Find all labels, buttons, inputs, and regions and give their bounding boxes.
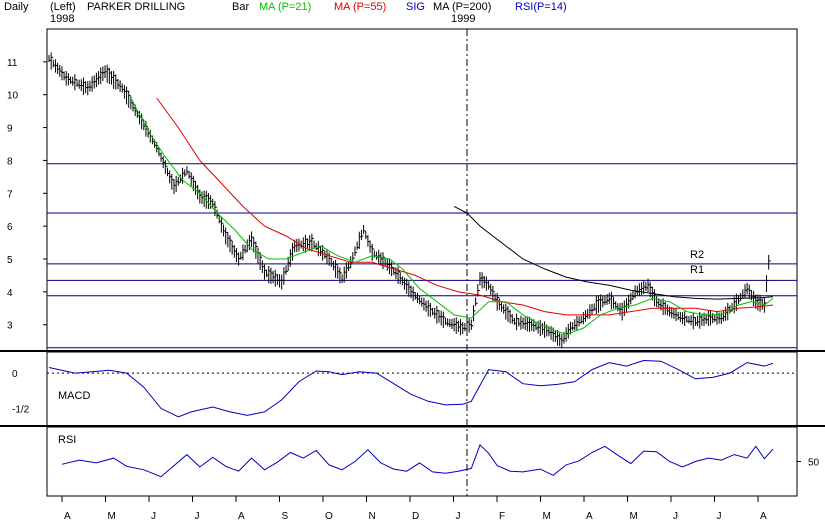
- month-tick-label: O: [325, 511, 333, 522]
- price-tick-label: 7: [7, 189, 13, 200]
- price-tick-label: 5: [7, 255, 13, 266]
- rsi-indicator: 50: [61, 444, 820, 478]
- price-bars: [48, 52, 771, 349]
- macd-panel-frame: [46, 351, 798, 427]
- left-label: (Left): [50, 1, 76, 13]
- price-axis: 11 10 9 8 7 6 5 4 3: [7, 58, 47, 332]
- month-tick-label: A: [64, 511, 71, 522]
- macd-tick-label: -1/2: [12, 404, 30, 415]
- ma55-line: [156, 97, 774, 316]
- month-tick-label: M: [108, 511, 116, 522]
- ma55-legend: MA (P=55): [334, 1, 386, 13]
- month-tick-label: A: [586, 511, 593, 522]
- month-tick-label: F: [499, 511, 505, 522]
- month-tick-label: J: [673, 511, 678, 522]
- sig-legend: SIG: [406, 1, 425, 13]
- month-tick-label: J: [456, 511, 461, 522]
- rsi-label: RSI: [58, 434, 76, 446]
- month-tick-label: N: [369, 511, 376, 522]
- resistance-lines: [47, 163, 797, 349]
- month-tick-label: J: [717, 511, 722, 522]
- rsi-panel-frame: [46, 426, 798, 497]
- daily-label: Daily: [4, 1, 29, 13]
- price-tick-label: 10: [7, 91, 19, 102]
- r1-label: R1: [690, 264, 704, 276]
- ma200-line: [453, 205, 774, 300]
- price-tick-label: 6: [7, 222, 13, 233]
- price-tick-label: 9: [7, 124, 13, 135]
- symbol-name: PARKER DRILLING: [87, 1, 185, 13]
- bar-label: Bar: [232, 1, 249, 13]
- ma21-line: [130, 97, 774, 336]
- month-tick-label: J: [151, 511, 156, 522]
- price-tick-label: 11: [7, 58, 18, 69]
- month-tick-label: A: [238, 511, 245, 522]
- moving-averages: [130, 97, 774, 336]
- price-tick-label: 8: [7, 156, 13, 167]
- rsi-tick-label: 50: [808, 458, 820, 469]
- ma200-legend: MA (P=200): [433, 1, 491, 13]
- month-tick-label: A: [760, 511, 767, 522]
- macd-indicator: 0 -1/2: [12, 359, 797, 418]
- month-tick-label: M: [630, 511, 638, 522]
- month-tick-label: M: [543, 511, 551, 522]
- price-tick-label: 3: [7, 321, 13, 332]
- macd-label: MACD: [58, 390, 90, 402]
- ma21-legend: MA (P=21): [259, 1, 311, 13]
- month-tick-label: J: [195, 511, 200, 522]
- macd-tick-label: 0: [12, 369, 18, 380]
- macd-line: [48, 359, 774, 418]
- year-start-label: 1998: [50, 13, 74, 25]
- r2-label: R2: [690, 249, 704, 261]
- month-tick-label: S: [282, 511, 289, 522]
- month-tick-label: D: [412, 511, 419, 522]
- year-mid-label: 1999: [451, 13, 475, 25]
- rsi-line: [61, 444, 774, 478]
- price-tick-label: 4: [7, 288, 13, 299]
- rsi-legend: RSI(P=14): [515, 1, 567, 13]
